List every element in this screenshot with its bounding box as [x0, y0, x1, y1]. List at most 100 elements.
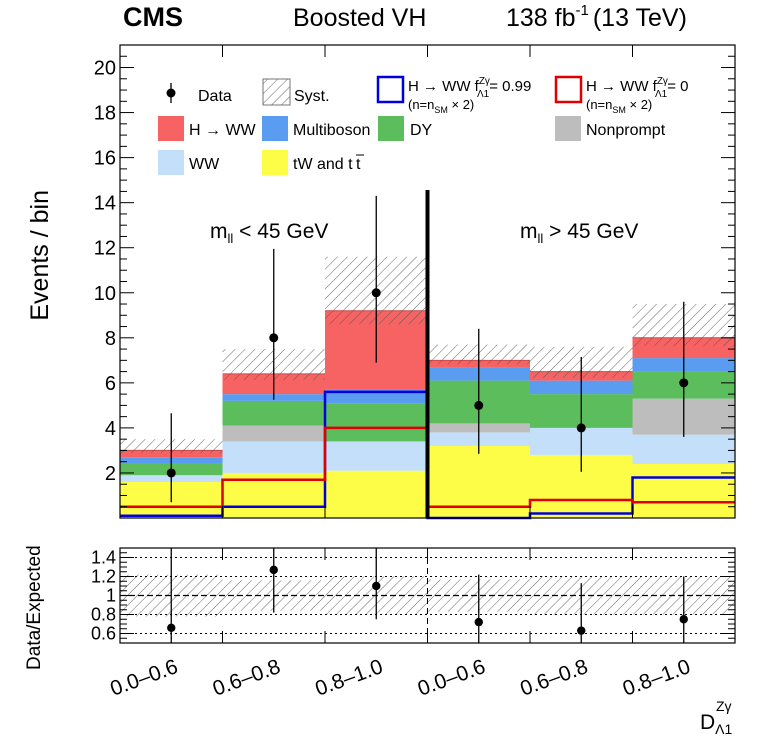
x-category-label-2: 0.8–1.0	[312, 655, 386, 701]
ratio-point-2	[372, 581, 381, 591]
legend-hww-swatch	[158, 116, 184, 141]
ratio-y-axis-label: Data/Expected	[24, 545, 45, 670]
ratio-y-tick-label-4: 1.4	[91, 548, 116, 568]
x-axis-label-sub: Λ1	[715, 721, 732, 737]
legend-bsm_099-note-main: (n=n	[408, 97, 434, 112]
region-label-rest-0: < 45 GeV	[233, 220, 328, 243]
x-category-label-3: 0.0–0.6	[415, 655, 489, 701]
y-tick-label-4: 4	[105, 418, 116, 440]
data-point-0	[166, 468, 176, 478]
bar-ww-2	[325, 441, 428, 471]
ratio-y-tick-label-0: 0.6	[91, 624, 116, 644]
region-label-0: mll < 45 GeV	[210, 220, 328, 246]
legend-tw_ttbar-swatch	[262, 150, 288, 175]
ratio-y-tick-label-1: 0.8	[91, 605, 116, 625]
legend-bsm_0-note-sub: SM	[612, 105, 626, 115]
x-category-label-0: 0.0–0.6	[107, 655, 181, 701]
experiment-label: CMS	[123, 2, 183, 32]
region-label-main-0: m	[210, 220, 228, 243]
legend-bsm_0-note-rest: × 2)	[626, 97, 652, 112]
legend-bsm_0-note: (n=nSM × 2)	[586, 97, 652, 115]
x-category-label-4: 0.6–0.8	[517, 655, 591, 701]
legend-syst-swatch	[262, 78, 291, 106]
legend-multiboson-swatch	[262, 116, 288, 141]
data-point-1	[269, 333, 279, 343]
legend-nonprompt-label: Nonprompt	[586, 122, 666, 139]
bar-ww-5	[632, 434, 735, 464]
bar-nonprompt-1	[222, 425, 325, 442]
region-label-1: mll > 45 GeV	[520, 220, 638, 246]
lumi-label: 138 fb-1 (13 TeV)	[506, 2, 687, 32]
legend-dy-label: DY	[410, 122, 433, 139]
legend-bsm_099-sub: Λ1	[477, 89, 490, 100]
legend-dy-swatch	[378, 116, 404, 141]
bar-tw_ttbar-2	[325, 470, 428, 518]
legend-data-marker	[166, 88, 176, 98]
lumi-exponent: -1	[576, 2, 589, 19]
legend-bsm_0-val: = 0	[667, 78, 688, 95]
y-tick-label-2: 2	[105, 463, 116, 485]
ratio-axes: 0.60.811.21.4	[91, 547, 736, 644]
legend-tw_ttbar-label: tW and t	[293, 156, 353, 173]
legend-bsm_099-note-rest: × 2)	[448, 97, 474, 112]
region-label-sub-0: ll	[228, 231, 234, 246]
ratio-y-tick-label-2: 1	[106, 586, 116, 606]
legend-bsm_0-sub: Λ1	[655, 89, 668, 100]
x-axis-label-main: D	[700, 711, 715, 734]
y-tick-label-16: 16	[94, 148, 116, 170]
legend-bsm_0-swatch	[554, 75, 583, 104]
legend-bsm_099-name: H → WW f	[408, 78, 480, 95]
legend-bsm_0-sup: Zγ	[657, 76, 668, 87]
data-point-4	[576, 423, 586, 433]
data-point-5	[679, 378, 689, 388]
data-point-3	[474, 400, 484, 410]
legend-ww-label: WW	[189, 156, 220, 173]
data-point-2	[371, 288, 381, 298]
legend-nonprompt-swatch	[555, 116, 581, 141]
ratio-y-tick-label-3: 1.2	[91, 567, 116, 587]
x-tick-labels: 0.0–0.6 0.6–0.8 0.8–1.0 0.0–0.6 0.6–0.8 0.8–1…	[107, 655, 693, 701]
legend: Data Syst.H → WW fZγ Λ1= 0.99(n=nSM × 2)H …	[158, 75, 688, 175]
x-axis-label-sup: Zγ	[716, 698, 732, 714]
ratio-grid	[120, 548, 735, 643]
x-axis-label: DΛ1	[700, 711, 733, 737]
region-label-main-1: m	[520, 220, 538, 243]
ratio-point-1	[269, 565, 278, 575]
data-points	[166, 195, 689, 503]
ratio-point-5	[679, 615, 688, 624]
legend-bsm_099-note-sub: SM	[434, 105, 448, 115]
region-label-sub-1: ll	[538, 231, 544, 246]
region-labels: mll < 45 GeV mll > 45 GeV	[210, 220, 638, 246]
legend-multiboson-label: Multiboson	[293, 122, 370, 139]
main-axes: 2 4 6 8 10 12 14 16 18 20	[94, 44, 736, 519]
analysis-label: Boosted VH	[293, 4, 426, 32]
x-category-label-1: 0.6–0.8	[210, 655, 284, 701]
lumi-value: 138 fb	[506, 4, 576, 32]
ratio-point-3	[474, 617, 483, 627]
legend-bsm_099-swatch	[376, 75, 405, 104]
y-tick-label-18: 18	[94, 103, 116, 125]
y-tick-label-12: 12	[94, 238, 116, 260]
legend-bsm_099-label: H → WW fZγ Λ1= 0.99	[408, 76, 531, 100]
legend-ww-swatch	[158, 150, 184, 175]
ratio-point-4	[577, 626, 586, 635]
legend-bsm_0-name: H → WW f	[586, 78, 658, 95]
ratio-points	[167, 548, 688, 643]
legend-hww-label: H → WW	[189, 122, 257, 139]
legend-bsm_099-note: (n=nSM × 2)	[408, 97, 474, 115]
bar-tw_ttbar-5	[632, 463, 735, 518]
legend-bsm_099-sup: Zγ	[479, 76, 490, 87]
legend-tw_ttbar-bar-label: t	[356, 156, 361, 173]
bar-ww-1	[222, 441, 325, 473]
legend-syst-label: Syst.	[294, 88, 330, 105]
legend-bsm_0-note-main: (n=n	[586, 97, 612, 112]
y-tick-label-20: 20	[94, 58, 116, 80]
y-tick-label-8: 8	[105, 328, 116, 350]
y-axis-label: Events / bin	[26, 190, 54, 321]
legend-bsm_099-val: = 0.99	[489, 78, 531, 95]
legend-data-label: Data	[198, 88, 232, 105]
legend-bsm_0-label: H → WW fZγ Λ1= 0	[586, 76, 688, 100]
bar-dy-2	[325, 403, 428, 442]
x-category-label-5: 0.8–1.0	[620, 655, 694, 701]
